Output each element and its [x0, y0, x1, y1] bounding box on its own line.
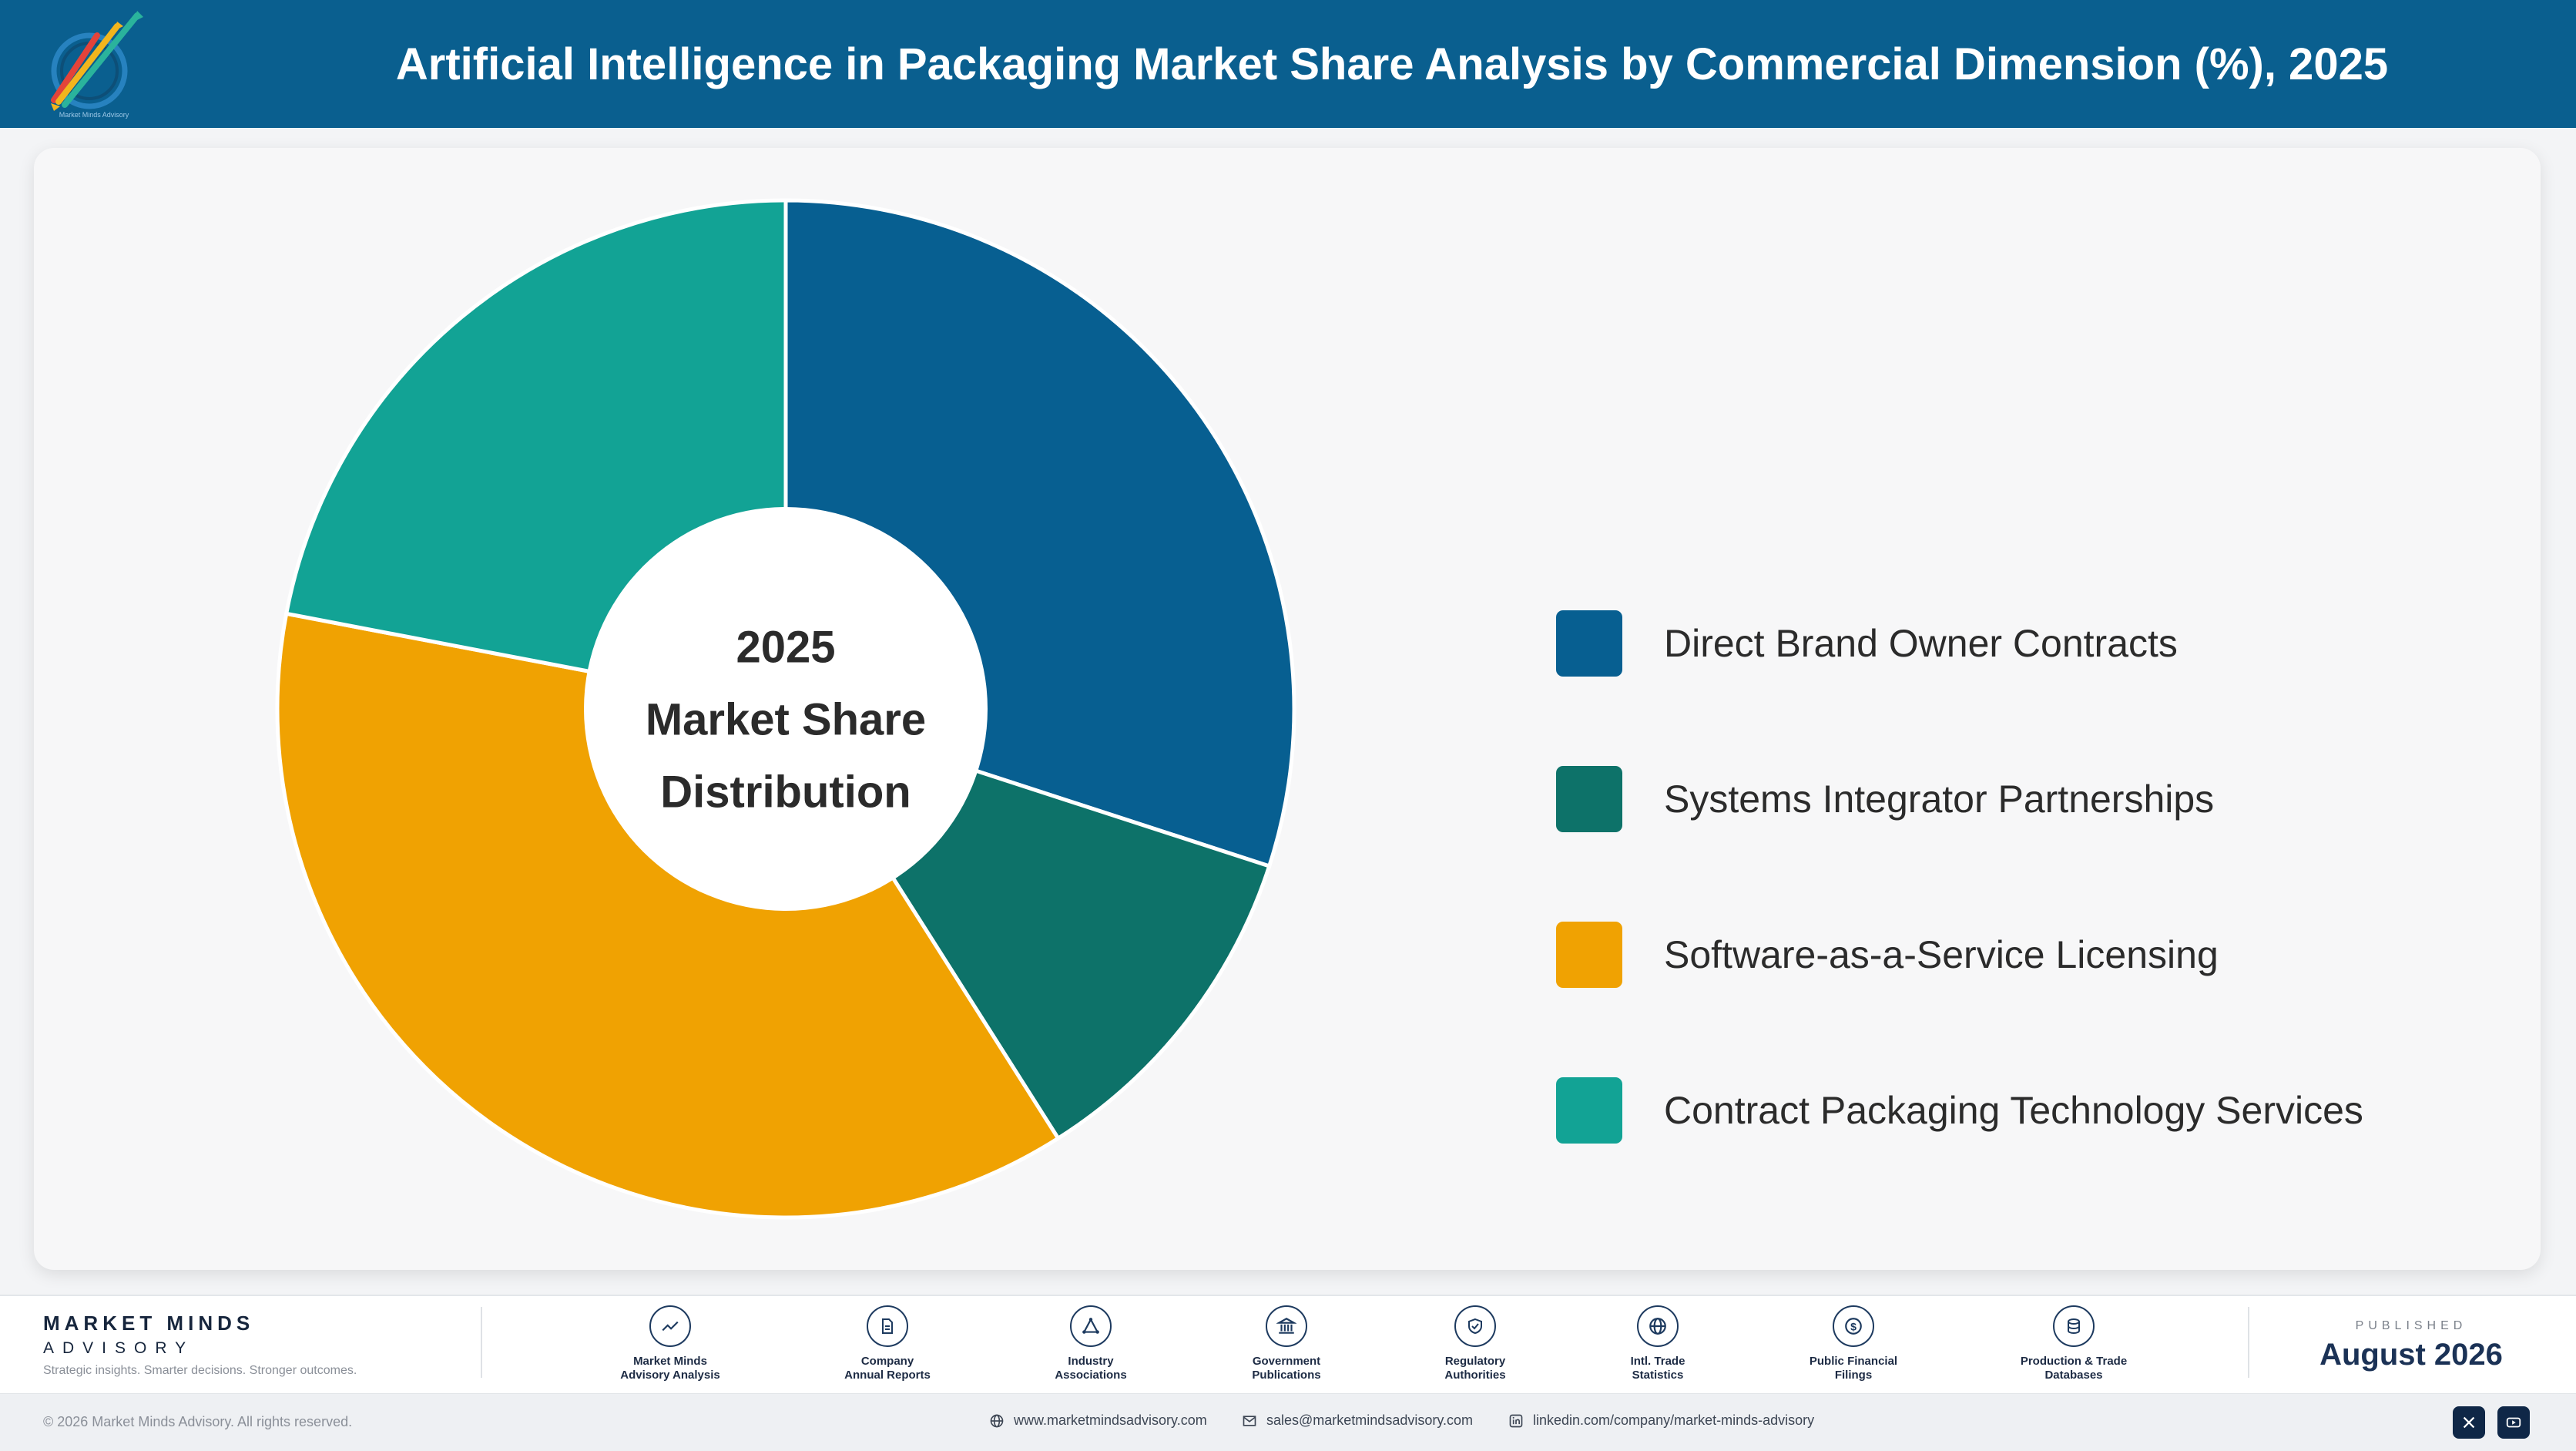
- source-company-reports[interactable]: Company Annual Reports: [818, 1305, 957, 1382]
- globe-icon: [1637, 1305, 1679, 1347]
- website-text: www.marketmindsadvisory.com: [1014, 1412, 1207, 1428]
- source-label: Databases: [2044, 1369, 2103, 1382]
- page-header: Market Minds Advisory Artificial Intelli…: [0, 0, 2576, 128]
- source-label: Regulatory: [1444, 1355, 1506, 1368]
- page-title: Artificial Intelligence in Packaging Mar…: [395, 39, 2389, 89]
- youtube-icon[interactable]: [2497, 1406, 2530, 1439]
- source-label: Annual Reports: [844, 1369, 931, 1382]
- linkedin-text: linkedin.com/company/market-minds-adviso…: [1533, 1412, 1815, 1428]
- footer-divider: [481, 1307, 482, 1378]
- legend-label: Direct Brand Owner Contracts: [1664, 622, 2178, 665]
- legend-label: Contract Packaging Technology Services: [1664, 1089, 2363, 1132]
- copyright-text: © 2026 Market Minds Advisory. All rights…: [43, 1414, 353, 1429]
- source-label: Market Minds: [633, 1355, 707, 1368]
- legend-swatch: [1556, 610, 1622, 677]
- company-logo[interactable]: Market Minds Advisory: [40, 9, 148, 119]
- linkedin-icon: [1509, 1414, 1523, 1427]
- source-public-financial[interactable]: $ Public Financial Filings: [1784, 1305, 1923, 1382]
- legend-item: Direct Brand Owner Contracts: [1556, 566, 2363, 721]
- source-label: Associations: [1055, 1369, 1127, 1382]
- legend-label: Software-as-a-Service Licensing: [1664, 933, 2219, 976]
- email-link[interactable]: sales@marketmindsadvisory.com: [1242, 1412, 1473, 1429]
- government-icon: [1266, 1305, 1307, 1347]
- linkedin-link[interactable]: linkedin.com/company/market-minds-adviso…: [1508, 1412, 1814, 1429]
- source-intl-trade[interactable]: Intl. Trade Statistics: [1588, 1305, 1727, 1382]
- donut-hole: [584, 507, 988, 911]
- source-industry-associations[interactable]: Industry Associations: [1021, 1305, 1160, 1382]
- source-label: Government: [1252, 1355, 1321, 1368]
- network-icon: [1070, 1305, 1112, 1347]
- legend-swatch: [1556, 1077, 1622, 1144]
- shield-check-icon: [1454, 1305, 1496, 1347]
- legend-item: Software-as-a-Service Licensing: [1556, 877, 2363, 1033]
- website-link[interactable]: www.marketmindsadvisory.com: [989, 1412, 1207, 1429]
- source-label: Public Financial: [1809, 1355, 1898, 1368]
- source-label: Production & Trade: [2020, 1355, 2128, 1368]
- svg-text:$: $: [1850, 1320, 1857, 1332]
- logo-text: Market Minds Advisory: [59, 111, 129, 119]
- legend-swatch: [1556, 766, 1622, 832]
- legend-item: Systems Integrator Partnerships: [1556, 721, 2363, 877]
- source-market-minds[interactable]: Market Minds Advisory Analysis: [601, 1305, 740, 1382]
- bottom-bar: © 2026 Market Minds Advisory. All rights…: [0, 1393, 2576, 1451]
- source-label: Filings: [1834, 1369, 1873, 1382]
- source-label: Publications: [1252, 1369, 1321, 1382]
- trend-icon: [649, 1305, 691, 1347]
- source-label: Authorities: [1444, 1369, 1506, 1382]
- source-label: Industry: [1068, 1355, 1114, 1368]
- source-label: Advisory Analysis: [620, 1369, 720, 1382]
- brand-tagline: Strategic insights. Smarter decisions. S…: [43, 1364, 357, 1377]
- source-government-publications[interactable]: Government Publications: [1217, 1305, 1356, 1382]
- source-production-trade[interactable]: Production & Trade Databases: [2004, 1305, 2143, 1382]
- donut-chart: 2025 Market Share Distribution: [275, 198, 1296, 1220]
- dollar-icon: $: [1833, 1305, 1874, 1347]
- mail-icon: [1243, 1415, 1256, 1426]
- globe-icon: [990, 1414, 1004, 1427]
- legend-label: Systems Integrator Partnerships: [1664, 778, 2215, 821]
- center-label-line2: Market Share: [646, 694, 926, 744]
- page-footer: MARKET MINDS ADVISORY Strategic insights…: [0, 1295, 2576, 1395]
- center-label-line3: Distribution: [660, 767, 911, 817]
- pie-slice-software-as-a-service-licensing[interactable]: [275, 611, 1062, 1220]
- legend-item: Contract Packaging Technology Services: [1556, 1033, 2363, 1188]
- document-icon: [867, 1305, 908, 1347]
- source-regulatory-authorities[interactable]: Regulatory Authorities: [1406, 1305, 1545, 1382]
- x-icon[interactable]: [2453, 1406, 2485, 1439]
- source-label: Company: [860, 1355, 914, 1368]
- center-label-year: 2025: [736, 622, 835, 672]
- email-text: sales@marketmindsadvisory.com: [1266, 1412, 1474, 1428]
- footer-divider: [2248, 1307, 2249, 1378]
- source-label: Statistics: [1632, 1369, 1684, 1382]
- brand-subtitle: ADVISORY: [43, 1339, 195, 1357]
- legend-swatch: [1556, 922, 1622, 988]
- brand-name: MARKET MINDS: [43, 1312, 255, 1335]
- published-date: August 2026: [2319, 1338, 2503, 1372]
- database-icon: [2053, 1305, 2095, 1347]
- chart-card: 2025 Market Share Distribution Direct Br…: [34, 148, 2541, 1270]
- published-label: PUBLISHED: [2355, 1319, 2467, 1332]
- source-label: Intl. Trade: [1630, 1355, 1685, 1368]
- chart-legend: Direct Brand Owner Contracts Systems Int…: [1556, 566, 2363, 1188]
